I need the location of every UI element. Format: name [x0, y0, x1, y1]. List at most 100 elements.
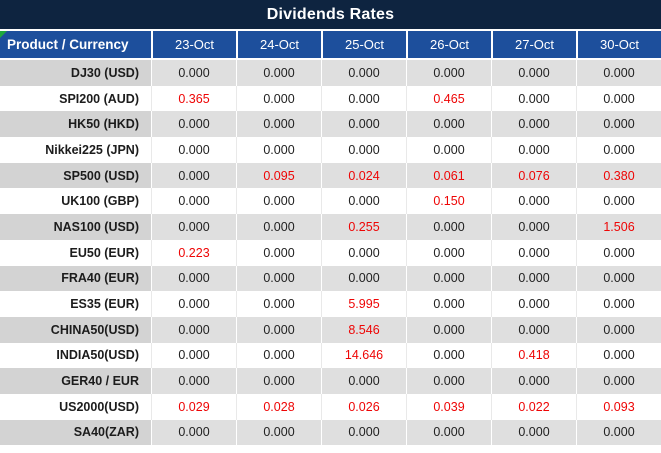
product-currency-header-label: Product / Currency [7, 37, 129, 52]
rate-cell: 0.000 [151, 291, 236, 317]
rate-cell: 0.000 [236, 214, 321, 240]
rate-cell: 0.000 [406, 316, 491, 343]
rate-cell: 0.255 [321, 214, 406, 240]
rate-cell: 0.000 [576, 85, 661, 112]
table-row: SA40(ZAR) 0.000 0.000 0.000 0.000 0.000 0.000 [0, 419, 661, 446]
rate-cell: 0.000 [321, 265, 406, 292]
rate-cell: 0.000 [236, 60, 321, 86]
rate-cell: 0.380 [576, 162, 661, 189]
rate-cell: 0.000 [491, 239, 576, 266]
table-row: US2000(USD) 0.029 0.028 0.026 0.039 0.022 0.09… [0, 393, 661, 420]
rate-cell: 0.076 [491, 162, 576, 189]
product-cell: SP500 (USD) [0, 162, 151, 189]
rate-cell: 0.000 [236, 291, 321, 317]
cell-error-indicator-icon [0, 31, 7, 38]
date-column-header: 30-Oct [576, 31, 661, 60]
rate-cell: 0.000 [406, 137, 491, 163]
table-row: DJ30 (USD) 0.000 0.000 0.000 0.000 0.000 0.000 [0, 60, 661, 86]
date-column-header: 25-Oct [321, 31, 406, 60]
product-cell: UK100 (GBP) [0, 188, 151, 215]
rate-cell: 0.000 [236, 419, 321, 446]
rate-cell: 0.000 [576, 419, 661, 446]
rate-cell: 0.000 [321, 419, 406, 446]
rate-cell: 0.000 [321, 188, 406, 215]
rate-cell: 0.000 [491, 85, 576, 112]
rate-cell: 8.546 [321, 316, 406, 343]
table-row: EU50 (EUR) 0.223 0.000 0.000 0.000 0.000 0.000 [0, 239, 661, 266]
rate-cell: 0.024 [321, 162, 406, 189]
rate-cell: 0.026 [321, 393, 406, 420]
product-cell: SA40(ZAR) [0, 419, 151, 446]
rate-cell: 0.000 [491, 291, 576, 317]
rate-cell: 0.000 [151, 137, 236, 163]
rate-cell: 0.000 [406, 368, 491, 394]
product-cell: Nikkei225 (JPN) [0, 137, 151, 163]
table-header-row: Product / Currency 23-Oct 24-Oct 25-Oct 26-… [0, 31, 661, 60]
rate-cell: 0.000 [236, 85, 321, 112]
rate-cell: 0.000 [491, 368, 576, 394]
rate-cell: 0.000 [491, 316, 576, 343]
rate-cell: 0.000 [406, 239, 491, 266]
rate-cell: 0.000 [236, 111, 321, 138]
table-body: DJ30 (USD) 0.000 0.000 0.000 0.000 0.000 0.000… [0, 60, 661, 446]
rate-cell: 0.000 [576, 60, 661, 86]
rate-cell: 0.000 [151, 111, 236, 138]
product-cell: INDIA50(USD) [0, 342, 151, 369]
table-row: HK50 (HKD) 0.000 0.000 0.000 0.000 0.000 0.000 [0, 111, 661, 138]
rate-cell: 0.093 [576, 393, 661, 420]
date-column-header: 23-Oct [151, 31, 236, 60]
rate-cell: 0.000 [576, 137, 661, 163]
rate-cell: 0.029 [151, 393, 236, 420]
product-cell: EU50 (EUR) [0, 239, 151, 266]
rate-cell: 0.000 [236, 342, 321, 369]
date-column-header: 24-Oct [236, 31, 321, 60]
rate-cell: 0.000 [406, 342, 491, 369]
product-cell: CHINA50(USD) [0, 316, 151, 343]
rate-cell: 0.000 [576, 316, 661, 343]
rate-cell: 0.465 [406, 85, 491, 112]
rate-cell: 0.150 [406, 188, 491, 215]
rate-cell: 0.095 [236, 162, 321, 189]
product-cell: HK50 (HKD) [0, 111, 151, 138]
rate-cell: 0.022 [491, 393, 576, 420]
rate-cell: 0.000 [151, 214, 236, 240]
rate-cell: 0.000 [576, 291, 661, 317]
table-row: UK100 (GBP) 0.000 0.000 0.000 0.150 0.000 0.00… [0, 188, 661, 215]
rate-cell: 0.000 [491, 214, 576, 240]
rate-cell: 0.223 [151, 239, 236, 266]
rate-cell: 0.000 [151, 342, 236, 369]
rate-cell: 0.000 [576, 111, 661, 138]
rate-cell: 0.000 [491, 60, 576, 86]
product-cell: NAS100 (USD) [0, 214, 151, 240]
table-row: Nikkei225 (JPN) 0.000 0.000 0.000 0.000 0.000… [0, 137, 661, 163]
rate-cell: 0.000 [576, 368, 661, 394]
rate-cell: 0.000 [236, 316, 321, 343]
page-title: Dividends Rates [0, 0, 661, 31]
rate-cell: 0.000 [576, 342, 661, 369]
rate-cell: 0.000 [321, 85, 406, 112]
rate-cell: 0.000 [236, 137, 321, 163]
rate-cell: 5.995 [321, 291, 406, 317]
product-cell: SPI200 (AUD) [0, 85, 151, 112]
table-row: ES35 (EUR) 0.000 0.000 5.995 0.000 0.000 0.000 [0, 291, 661, 317]
rate-cell: 0.365 [151, 85, 236, 112]
rate-cell: 0.000 [491, 111, 576, 138]
rate-cell: 0.000 [491, 419, 576, 446]
rate-cell: 0.000 [576, 188, 661, 215]
table-row: INDIA50(USD) 0.000 0.000 14.646 0.000 0.418 0.… [0, 342, 661, 369]
rate-cell: 0.000 [491, 265, 576, 292]
rate-cell: 0.000 [491, 188, 576, 215]
dividends-table: Product / Currency 23-Oct 24-Oct 25-Oct 26-… [0, 31, 661, 446]
rate-cell: 0.000 [321, 368, 406, 394]
rate-cell: 0.000 [321, 111, 406, 138]
rate-cell: 0.000 [236, 188, 321, 215]
table-row: FRA40 (EUR) 0.000 0.000 0.000 0.000 0.000 0.00… [0, 265, 661, 292]
date-column-header: 26-Oct [406, 31, 491, 60]
product-cell: DJ30 (USD) [0, 60, 151, 86]
rate-cell: 14.646 [321, 342, 406, 369]
product-currency-header: Product / Currency [0, 31, 151, 60]
rate-cell: 0.000 [406, 214, 491, 240]
rate-cell: 0.000 [151, 265, 236, 292]
rate-cell: 0.000 [406, 265, 491, 292]
